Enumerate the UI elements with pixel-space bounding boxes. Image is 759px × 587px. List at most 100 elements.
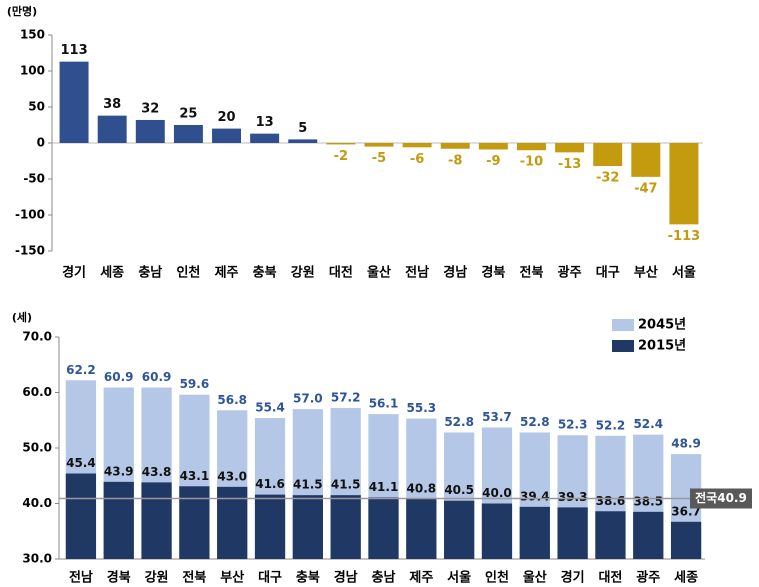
x-tick-label: 강원 xyxy=(291,265,315,281)
unit-label: (세) xyxy=(12,310,32,324)
x-tick-label: 울산 xyxy=(367,265,391,281)
x-tick-label: 전남 xyxy=(405,265,429,281)
data-label: 57.2 xyxy=(331,391,361,405)
data-label: 56.1 xyxy=(369,397,399,411)
x-tick-label: 경기 xyxy=(62,265,86,281)
x-tick-label: 충북 xyxy=(253,265,277,281)
x-tick-label: 대구 xyxy=(258,571,282,586)
data-label: 38.6 xyxy=(596,494,626,508)
bar xyxy=(65,473,97,559)
data-label: 38 xyxy=(103,97,121,112)
x-tick-label: 전북 xyxy=(182,570,206,586)
bar xyxy=(254,494,286,559)
x-tick-label: 충북 xyxy=(296,570,320,586)
data-label: 56.8 xyxy=(217,393,247,407)
x-tick-label: 인천 xyxy=(485,570,509,586)
data-label: 48.9 xyxy=(671,437,701,451)
y-tick-label: 100 xyxy=(20,64,45,78)
bar xyxy=(368,497,399,559)
x-tick-label: 경북 xyxy=(107,570,131,586)
data-label: -10 xyxy=(520,155,544,170)
bar xyxy=(59,61,89,143)
unit-label: (만명) xyxy=(7,4,37,18)
bar xyxy=(141,482,172,559)
bar xyxy=(103,481,134,559)
y-tick-label: 150 xyxy=(20,28,45,42)
data-label: 41.5 xyxy=(293,478,323,492)
data-label: 41.6 xyxy=(255,477,285,491)
bar xyxy=(364,143,394,147)
data-label: 55.3 xyxy=(407,401,437,415)
x-tick-label: 광주 xyxy=(558,266,582,281)
bar xyxy=(217,486,248,559)
y-tick-label: 50.0 xyxy=(22,441,52,455)
x-tick-label: 경남 xyxy=(334,570,358,586)
data-label: 52.3 xyxy=(558,418,588,432)
x-tick-label: 세종 xyxy=(674,571,698,586)
x-tick-label: 경북 xyxy=(481,265,505,281)
y-tick-label: -50 xyxy=(23,172,45,186)
data-label: 60.9 xyxy=(104,370,134,384)
reference-label-box xyxy=(690,488,752,509)
data-label: 45.4 xyxy=(66,456,96,470)
data-label: 62.2 xyxy=(66,363,96,377)
x-tick-label: 대전 xyxy=(329,265,353,281)
x-tick-label: 세종 xyxy=(100,266,124,281)
data-label: 55.4 xyxy=(255,401,285,415)
data-label: 43.8 xyxy=(142,465,172,479)
x-tick-label: 인천 xyxy=(176,265,200,281)
y-tick-label: 70.0 xyxy=(22,330,52,344)
bar xyxy=(595,511,626,559)
x-tick-label: 광주 xyxy=(636,571,660,586)
data-label: 41.5 xyxy=(331,478,361,492)
bar xyxy=(440,143,470,149)
data-label: -113 xyxy=(668,229,701,244)
bar xyxy=(670,521,702,559)
bar xyxy=(593,143,623,167)
data-label: -2 xyxy=(334,149,348,164)
data-label: -13 xyxy=(558,157,582,172)
x-tick-label: 충남 xyxy=(372,570,396,586)
data-label: 59.6 xyxy=(180,377,210,391)
x-tick-label: 제주 xyxy=(409,571,433,586)
data-label: -6 xyxy=(410,152,424,167)
bar xyxy=(516,143,546,151)
bar xyxy=(173,125,203,143)
data-label: 20 xyxy=(217,110,235,125)
x-tick-label: 경기 xyxy=(561,570,585,586)
data-label: 52.8 xyxy=(444,415,474,429)
data-label: 32 xyxy=(141,101,159,116)
data-label: 60.9 xyxy=(142,370,172,384)
data-label: 52.2 xyxy=(596,418,626,432)
bar xyxy=(250,133,280,143)
bar xyxy=(406,499,437,559)
bar xyxy=(292,495,323,559)
x-tick-label: 제주 xyxy=(215,266,239,281)
bar xyxy=(519,506,550,559)
bar xyxy=(478,143,508,150)
bar xyxy=(557,507,588,559)
bar xyxy=(179,486,210,559)
bar xyxy=(212,128,242,143)
data-label: -9 xyxy=(486,154,500,169)
legend-swatch xyxy=(612,340,634,352)
x-tick-label: 부산 xyxy=(220,570,244,586)
data-label: -5 xyxy=(372,151,386,166)
data-label: 52.4 xyxy=(633,417,663,431)
data-label: 53.7 xyxy=(482,410,512,424)
x-tick-label: 서울 xyxy=(672,265,696,281)
data-label: 5 xyxy=(298,121,307,136)
legend-label: 2045년 xyxy=(638,318,686,333)
legend-swatch xyxy=(612,319,634,331)
data-label: 38.5 xyxy=(633,494,663,508)
x-tick-label: 대구 xyxy=(596,266,620,281)
reference-label: 전국40.9 xyxy=(695,490,747,505)
data-label: 52.8 xyxy=(520,415,550,429)
bar xyxy=(97,115,127,143)
data-label: 13 xyxy=(256,115,274,130)
y-tick-label: 40.0 xyxy=(22,496,52,510)
bar xyxy=(402,143,432,148)
data-label: 40.8 xyxy=(407,482,437,496)
y-tick-label: -150 xyxy=(15,244,45,258)
